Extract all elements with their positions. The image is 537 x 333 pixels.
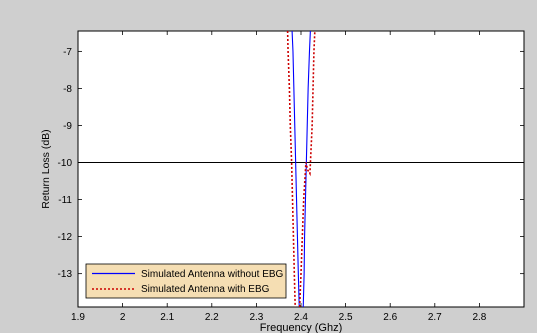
x-tick-label: 2 <box>120 312 126 323</box>
series-with-ebg-right-branch <box>298 30 316 308</box>
y-tick-label: -11 <box>58 195 72 206</box>
x-tick-label: 2.8 <box>472 312 486 323</box>
legend-label-with-ebg: Simulated Antenna with EBG <box>141 284 270 295</box>
series-without-ebg-left-branch <box>291 30 300 308</box>
x-tick-label: 2.5 <box>339 312 353 323</box>
legend: Simulated Antenna without EBG Simulated … <box>85 263 287 299</box>
x-tick-label: 2.4 <box>294 312 308 323</box>
x-tick-label: 2.6 <box>383 312 397 323</box>
x-axis-label: Frequency (Ghz) <box>260 322 343 333</box>
x-tick-label: 2.7 <box>428 312 442 323</box>
legend-label-without-ebg: Simulated Antenna without EBG <box>141 269 284 280</box>
y-tick-label: -8 <box>63 84 72 95</box>
x-tick-label: 2.3 <box>249 312 263 323</box>
y-axis-label: Return Loss (dB) <box>40 129 52 208</box>
x-tick-label: 2.1 <box>160 312 174 323</box>
x-tick-label: 2.2 <box>205 312 219 323</box>
data-lines-layer <box>78 30 524 308</box>
axes-layer: 1.9 2 2.1 2.2 2.3 2.4 2.5 2.6 2.7 2.8 -7 -8 -9 -10 -11… <box>58 31 524 323</box>
y-tick-label: -10 <box>58 158 73 169</box>
plot-area <box>77 30 525 308</box>
x-tick-label: 1.9 <box>71 312 85 323</box>
y-tick-label: -12 <box>58 232 73 243</box>
series-with-ebg-left-branch <box>286 30 296 308</box>
y-tick-label: -9 <box>63 121 72 132</box>
y-tick-label: -13 <box>58 269 73 280</box>
y-tick-label: -7 <box>63 47 72 58</box>
legend-box <box>85 263 287 299</box>
